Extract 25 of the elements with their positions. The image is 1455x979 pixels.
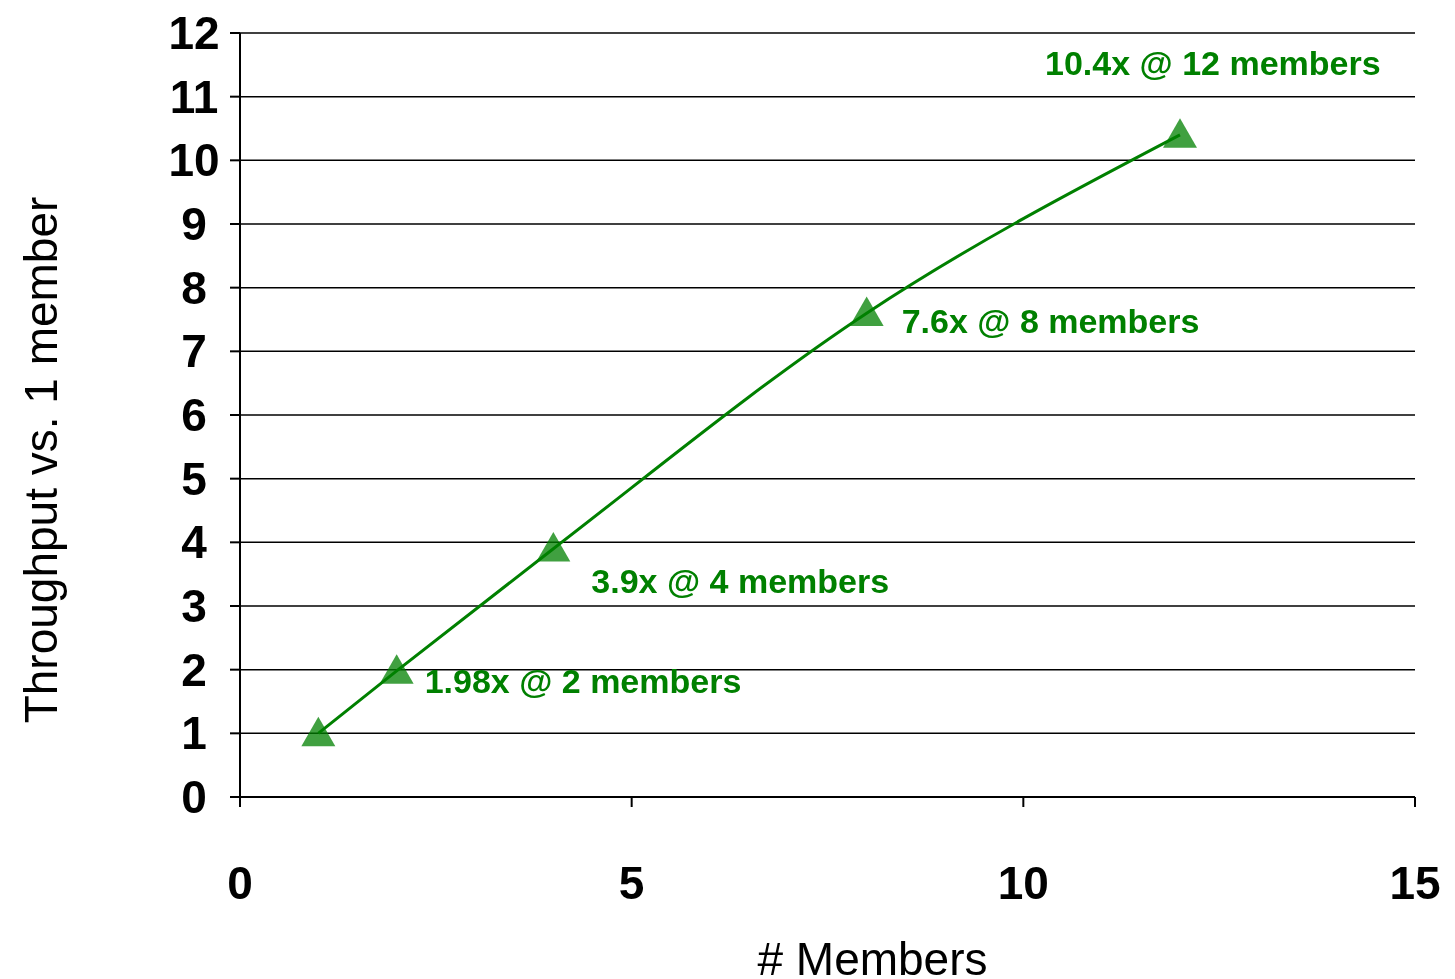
y-tick-label: 6 <box>181 389 207 441</box>
y-tick-label: 0 <box>181 771 207 823</box>
y-tick-label: 11 <box>169 70 219 123</box>
y-tick-label: 12 <box>168 7 220 59</box>
point <box>301 716 336 747</box>
annotation: 1.98x @ 2 members <box>424 661 742 700</box>
y-tick-label: 1 <box>181 707 207 760</box>
y-tick-label: 2 <box>181 643 207 696</box>
y-tick-label: 9 <box>181 198 207 250</box>
y-axis-title: Throughput vs. 1 member <box>15 196 67 724</box>
annotation: 7.6x @ 8 members <box>901 302 1200 341</box>
annotation: 10.4x @ 12 members <box>1045 43 1381 82</box>
y-tick-label: 10 <box>168 134 220 187</box>
y-tick-label: 4 <box>181 516 208 569</box>
x-tick-label: 15 <box>1389 857 1441 909</box>
point <box>1163 118 1197 148</box>
x-tick-label: 10 <box>997 857 1049 909</box>
y-tick-label: 7 <box>181 325 207 378</box>
y-tick-label: 3 <box>181 580 207 632</box>
annotation: 3.9x @ 4 members <box>591 561 890 600</box>
x-tick-label: 5 <box>618 857 645 909</box>
x-tick-label: 0 <box>227 857 253 909</box>
y-tick-label: 5 <box>181 452 207 505</box>
x-axis-title: # Members <box>757 933 988 979</box>
y-tick-label: 8 <box>181 261 207 314</box>
